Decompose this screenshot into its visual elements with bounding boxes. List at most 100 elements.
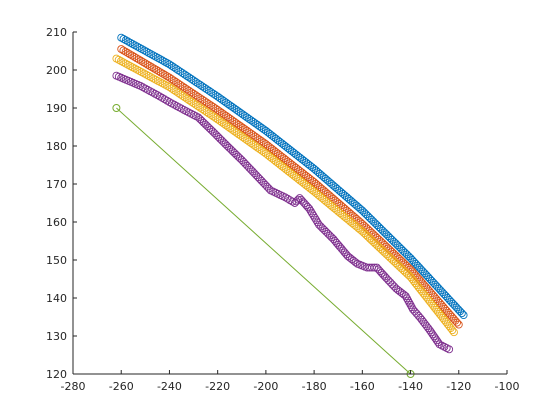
data-point [232,128,241,137]
data-point [114,55,123,64]
data-point [169,76,178,85]
data-point [213,115,222,124]
data-point [459,311,468,320]
data-point [112,104,121,112]
data-point [215,94,224,103]
axes-layer [72,32,507,375]
data-point [224,100,233,108]
data-point [137,45,146,54]
data-point [154,67,163,76]
data-point [224,122,233,131]
series-5 [112,104,415,378]
x-tick-label: -120 [446,380,471,393]
data-point [137,68,146,77]
data-point [172,87,180,96]
data-point [187,75,196,83]
data-point [124,37,133,46]
data-point [121,36,130,45]
data-point [245,137,254,146]
data-point [144,48,153,57]
data-point [224,113,233,122]
y-tick-label: 170 [46,178,67,191]
data-point [243,136,251,145]
data-point [198,95,207,104]
data-point [232,119,241,128]
data-point [226,114,235,123]
data-point [176,80,185,89]
data-point [228,125,237,134]
data-point [178,69,187,78]
data-point [405,298,414,307]
data-point [150,64,159,73]
data-point [249,131,258,140]
data-point [193,92,202,101]
data-point [163,59,172,67]
data-point [128,51,137,60]
series-2 [117,45,463,329]
data-point [230,127,239,136]
data-point [228,103,237,111]
data-point [255,135,264,144]
data-point [167,84,176,93]
data-point [126,50,134,59]
data-point [200,106,209,115]
data-point [207,88,216,97]
data-point [158,69,167,78]
data-point [427,328,436,337]
data-point [306,207,315,215]
data-point [234,120,243,129]
data-point [454,320,463,329]
data-point [406,301,415,309]
data-point [191,100,200,109]
x-ticks: -280 -260 -240 -220 -200 -180 -160 -140 -120 -100 [61,370,519,393]
data-point [370,263,379,272]
series-1 [117,33,468,320]
data-point [236,131,245,140]
data-point [204,100,213,108]
data-point [193,79,202,88]
data-point [251,142,260,151]
data-point [169,86,178,94]
data-point [215,107,224,116]
data-point [243,113,251,122]
data-point [130,64,139,73]
data-point [211,113,220,122]
data-point [255,145,264,154]
data-point [117,57,125,66]
data-point [174,89,183,97]
data-point [119,58,128,67]
data-point [154,54,162,62]
data-point [153,76,162,85]
data-point [126,62,135,70]
data-point [222,111,231,120]
data-point [251,119,260,128]
data-point [243,126,251,135]
data-point [165,73,174,82]
data-point [430,332,438,341]
data-point [189,89,198,98]
data-point [147,63,156,72]
data-point [211,91,220,100]
data-point [144,71,153,80]
data-point [453,318,462,327]
y-tick-label: 140 [46,292,67,305]
data-point [432,336,441,345]
data-point [401,292,410,301]
data-point [236,122,245,131]
data-point [191,77,200,86]
data-point [209,89,218,98]
data-point [121,47,130,56]
data-point [217,95,226,104]
data-point [180,93,189,102]
data-point [135,43,144,52]
data-point [448,326,457,335]
y-tick-label: 130 [46,330,67,343]
data-point [163,72,172,81]
data-point [236,109,245,117]
data-point [310,213,319,222]
data-point [187,97,196,106]
data-point [207,111,216,119]
data-point [156,68,165,77]
x-tick-label: -280 [61,380,86,393]
y-tick-label: 120 [46,368,67,381]
